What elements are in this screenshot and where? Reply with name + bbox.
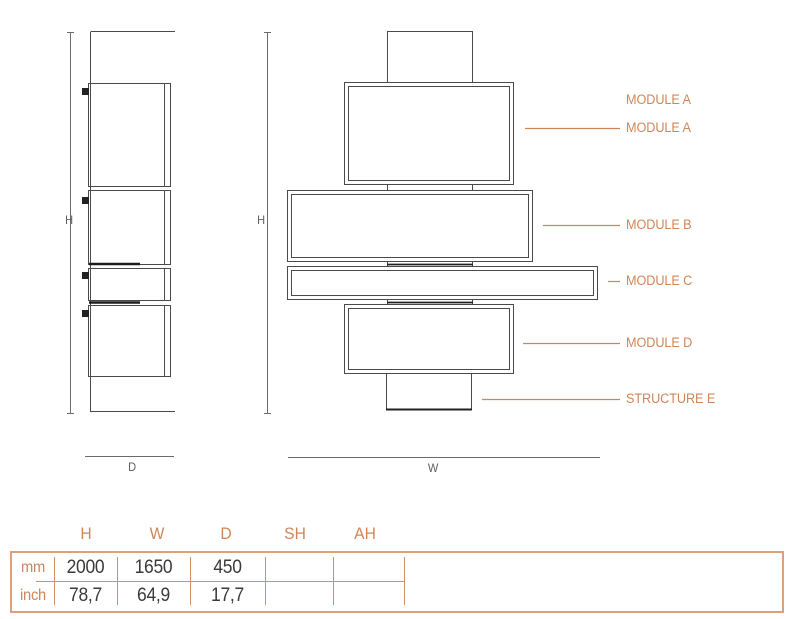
side-view-height-label: H bbox=[65, 213, 73, 227]
table-header-sh: SH bbox=[284, 524, 306, 543]
value-inch-w: 64,9 bbox=[137, 585, 170, 606]
annotation-structure-e: STRUCTURE E bbox=[626, 391, 716, 406]
wall-clips bbox=[82, 88, 89, 317]
value-mm-ah bbox=[336, 555, 401, 581]
value-mm-d: 450 bbox=[213, 557, 242, 578]
side-view-depth-label: D bbox=[128, 460, 136, 474]
value-inch-h: 78,7 bbox=[69, 585, 102, 606]
value-mm-sh bbox=[268, 555, 331, 581]
table-header-ah: AH bbox=[354, 524, 376, 543]
annotation-module-a: MODULE A bbox=[626, 120, 691, 135]
value-mm-h: 2000 bbox=[66, 557, 105, 578]
side-view bbox=[88, 31, 175, 412]
table-header-w: W bbox=[149, 524, 165, 543]
row-label-inch: inch bbox=[20, 587, 46, 604]
value-inch-ah bbox=[336, 583, 401, 609]
dimensions-table: mm 2000 1650 450 inch 78,7 64,9 17,7 bbox=[10, 551, 784, 613]
table-row-separator bbox=[36, 581, 404, 582]
value-inch-sh bbox=[268, 583, 331, 609]
annotation-module-c: MODULE C bbox=[626, 273, 693, 288]
front-view-width-label: W bbox=[427, 461, 439, 475]
dimension-lines bbox=[67, 32, 600, 458]
annotation-module-a-top: MODULE A bbox=[626, 92, 691, 107]
side-view-shelf-edges bbox=[89, 262, 140, 304]
row-label-mm: mm bbox=[21, 559, 45, 576]
front-view bbox=[287, 31, 598, 410]
front-view-height-label: H bbox=[257, 213, 265, 227]
table-separator bbox=[404, 557, 405, 605]
annotation-module-d: MODULE D bbox=[626, 335, 693, 350]
value-mm-w: 1650 bbox=[134, 557, 173, 578]
value-inch-d: 17,7 bbox=[211, 585, 244, 606]
annotation-leader-lines bbox=[482, 127, 620, 401]
table-header-d: D bbox=[220, 524, 232, 543]
table-header-h: H bbox=[80, 524, 92, 543]
front-view-dark-edges bbox=[386, 263, 473, 411]
annotation-module-b: MODULE B bbox=[626, 217, 692, 232]
